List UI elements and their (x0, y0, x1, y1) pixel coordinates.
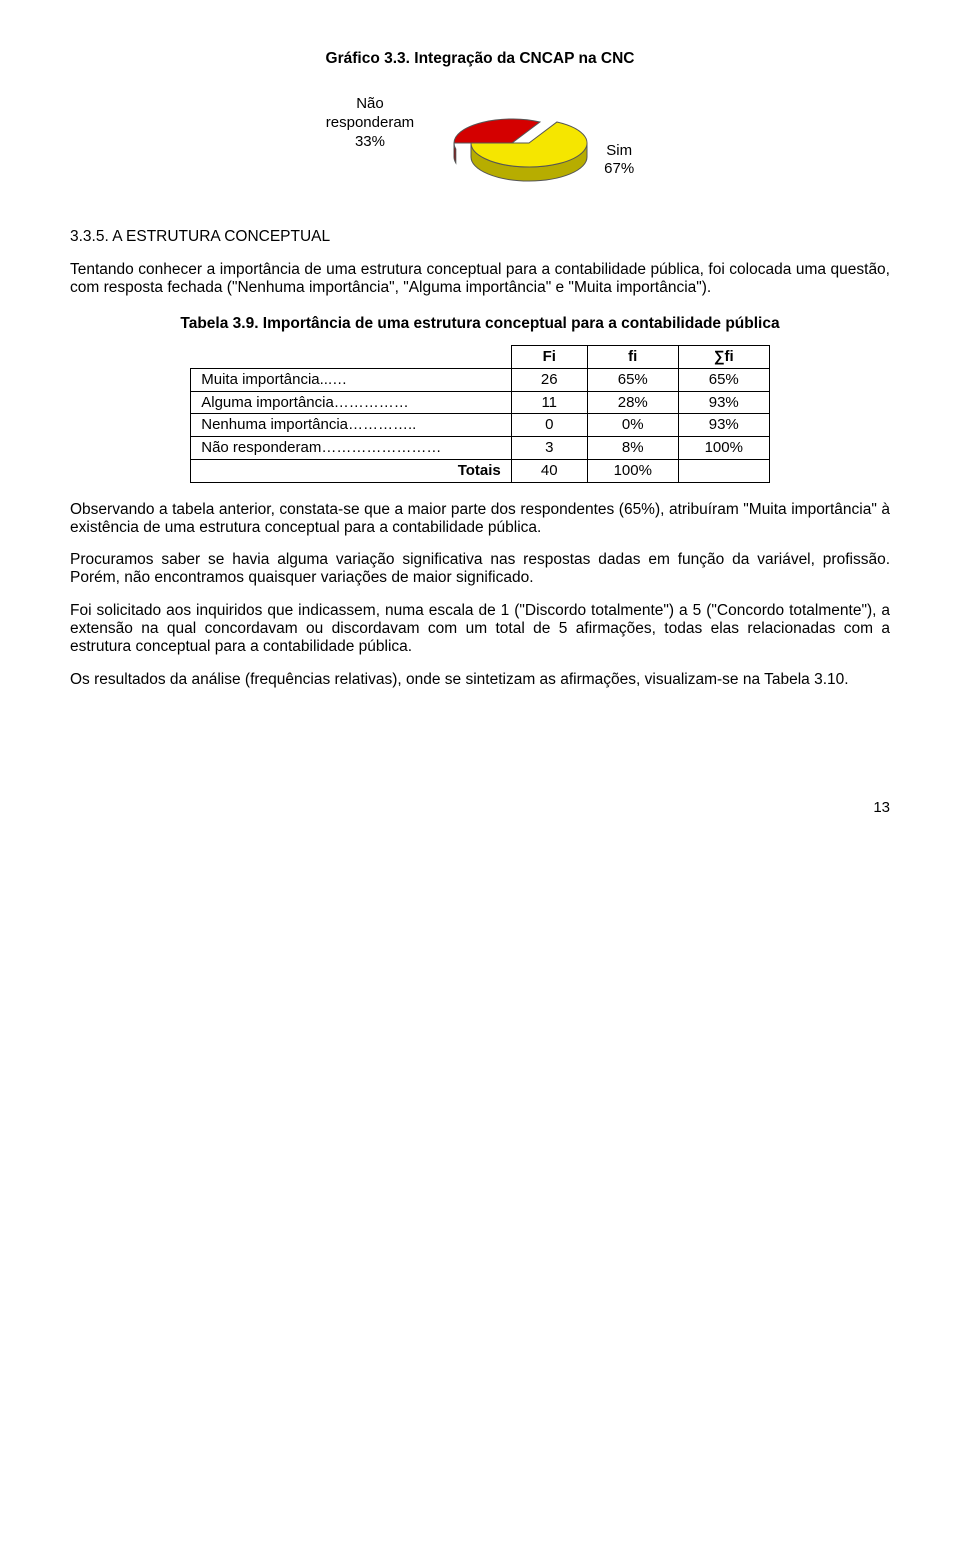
cell-fi: 8% (587, 437, 678, 460)
pie-left-l3: 33% (355, 133, 385, 150)
cell-fi: 0% (587, 414, 678, 437)
table-3-9: Fifi∑fiMuita importância...…2665%65%Algu… (190, 345, 770, 482)
pie-right-l1: Sim (606, 142, 632, 159)
row-label: Alguma importância…………… (191, 391, 512, 414)
cell-sumfi: 93% (678, 414, 769, 437)
totals-Fi: 40 (511, 459, 587, 482)
cell-fi: 65% (587, 369, 678, 392)
cell-Fi: 0 (511, 414, 587, 437)
row-label: Não responderam…………………… (191, 437, 512, 460)
pie-right-label: Sim 67% (604, 142, 634, 180)
pie-right-l2: 67% (604, 160, 634, 177)
paragraph-1: Tentando conhecer a importância de uma e… (70, 261, 890, 298)
cell-fi: 28% (587, 391, 678, 414)
row-label: Nenhuma importância………….. (191, 414, 512, 437)
table-totals-row: Totais40100% (191, 459, 770, 482)
table-caption: Tabela 3.9. Importância de uma estrutura… (70, 315, 890, 333)
row-label: Muita importância...… (191, 369, 512, 392)
chart-title: Gráfico 3.3. Integração da CNCAP na CNC (70, 50, 890, 68)
pie-left-l1: Não (356, 95, 384, 112)
cell-sumfi: 100% (678, 437, 769, 460)
paragraph-2: Observando a tabela anterior, constata-s… (70, 501, 890, 538)
table-row: Alguma importância……………1128%93% (191, 391, 770, 414)
cell-Fi: 3 (511, 437, 587, 460)
pie-chart (424, 96, 594, 196)
pie-left-l2: responderam (326, 114, 414, 131)
table-header-cell: Fi (511, 346, 587, 369)
paragraph-5: Os resultados da análise (frequências re… (70, 671, 890, 689)
cell-Fi: 26 (511, 369, 587, 392)
table-row: Muita importância...…2665%65% (191, 369, 770, 392)
table-header-cell (191, 346, 512, 369)
paragraph-3: Procuramos saber se havia alguma variaçã… (70, 551, 890, 588)
section-heading: 3.3.5. A ESTRUTURA CONCEPTUAL (70, 228, 890, 246)
cell-sumfi: 65% (678, 369, 769, 392)
pie-chart-block: Não responderam 33% Sim 67% (70, 96, 890, 196)
cell-sumfi: 93% (678, 391, 769, 414)
pie-left-label: Não responderam 33% (326, 95, 414, 151)
cell-Fi: 11 (511, 391, 587, 414)
totals-label: Totais (191, 459, 512, 482)
page-number: 13 (70, 799, 890, 817)
paragraph-4: Foi solicitado aos inquiridos que indica… (70, 602, 890, 657)
table-row: Não responderam……………………38%100% (191, 437, 770, 460)
totals-sumfi (678, 459, 769, 482)
table-row: Nenhuma importância…………..00%93% (191, 414, 770, 437)
totals-fi: 100% (587, 459, 678, 482)
table-header-cell: fi (587, 346, 678, 369)
table-header-cell: ∑fi (678, 346, 769, 369)
